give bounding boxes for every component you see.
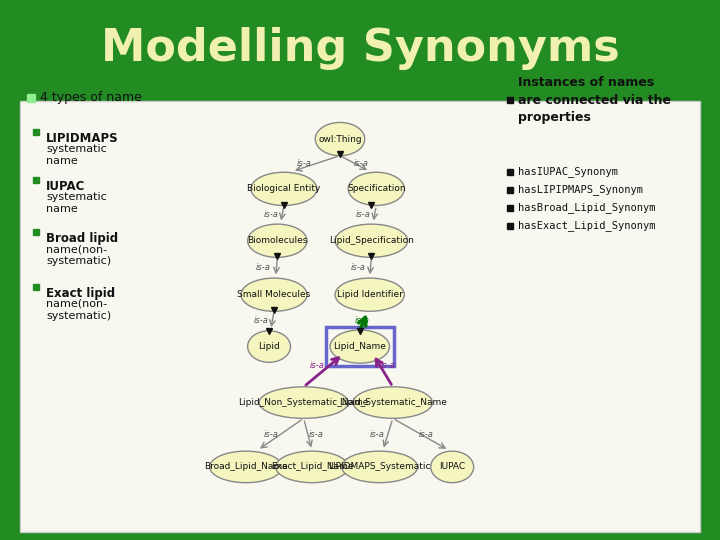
Text: IUPAC: IUPAC [46,180,86,193]
Text: Lipid_Non_Systematic_Name: Lipid_Non_Systematic_Name [238,398,369,407]
Text: Biomolecules: Biomolecules [247,236,307,245]
Ellipse shape [241,278,307,311]
Bar [0,0,720,97]
Ellipse shape [251,172,317,205]
Text: is-a: is-a [419,430,434,439]
Ellipse shape [259,387,348,418]
Text: name(non-
systematic): name(non- systematic) [46,244,111,266]
Ellipse shape [354,387,433,418]
Ellipse shape [315,123,365,156]
Ellipse shape [348,172,405,205]
Ellipse shape [335,224,408,258]
Text: hasLIPIPMAPS_Synonym: hasLIPIPMAPS_Synonym [518,185,643,195]
Text: Lipid Identifier: Lipid Identifier [337,290,402,299]
Text: is-a: is-a [296,159,311,168]
Bar [20,101,700,532]
Text: Biological Entity: Biological Entity [247,184,320,193]
Text: Exact_Lipid_Name: Exact_Lipid_Name [271,462,354,471]
Text: hasIUPAC_Synonym: hasIUPAC_Synonym [518,166,618,178]
Ellipse shape [330,330,390,363]
Text: Broad lipid: Broad lipid [46,232,118,245]
Text: is-a: is-a [309,430,324,439]
Text: is-a: is-a [256,263,271,272]
Text: name(non-
systematic): name(non- systematic) [46,299,111,321]
Text: Lipid_Specification: Lipid_Specification [329,236,414,245]
Bar [326,327,394,366]
Ellipse shape [342,451,418,483]
Ellipse shape [210,451,282,483]
Text: hasBroad_Lipid_Synonym: hasBroad_Lipid_Synonym [518,202,655,213]
Text: systematic
name: systematic name [46,144,107,166]
Text: Instances of names
are connected via the
properties: Instances of names are connected via the… [518,77,671,124]
Text: is-a: is-a [370,430,385,439]
Text: is-a: is-a [355,316,370,325]
Text: is-a: is-a [310,361,324,370]
Text: 4 types of name: 4 types of name [40,91,142,105]
Text: Modelling Synonyms: Modelling Synonyms [101,27,619,70]
Text: is-a: is-a [264,210,279,219]
Text: is-a: is-a [254,316,269,325]
Text: is-a: is-a [356,210,371,219]
Text: Lipid: Lipid [258,342,280,351]
Text: Lipid_Systematic_Name: Lipid_Systematic_Name [339,398,446,407]
Text: is-a: is-a [264,430,278,439]
Text: Lipid_Name: Lipid_Name [333,342,386,351]
Text: Exact lipid: Exact lipid [46,287,115,300]
Text: IUPAC: IUPAC [439,462,465,471]
Text: Specification: Specification [347,184,405,193]
Text: LIPIDMAPS: LIPIDMAPS [46,132,119,145]
Ellipse shape [276,451,348,483]
Text: LIPIDMAPS_Systematic: LIPIDMAPS_Systematic [328,462,431,471]
Text: Broad_Lipid_Name: Broad_Lipid_Name [204,462,288,471]
Ellipse shape [335,278,405,311]
Text: is-a: is-a [351,263,366,272]
Text: hasExact_Lipid_Synonym: hasExact_Lipid_Synonym [518,220,655,232]
Ellipse shape [248,224,307,258]
Text: is-a: is-a [354,159,369,168]
Text: systematic
name: systematic name [46,192,107,214]
Text: is-a: is-a [381,361,396,370]
Ellipse shape [431,451,474,483]
Text: Small Molecules: Small Molecules [238,290,310,299]
Ellipse shape [248,331,290,362]
Text: owl:Thing: owl:Thing [318,134,362,144]
